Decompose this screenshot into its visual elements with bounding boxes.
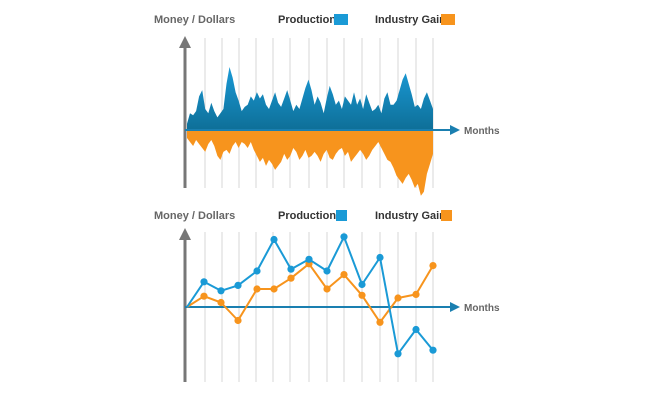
- chart-2-y-label: Money / Dollars: [154, 210, 235, 222]
- chart-2-industry-gain-point: [340, 271, 348, 279]
- chart-2-production-point: [287, 265, 295, 273]
- chart-2-legend: Production Industry Gain: [278, 210, 452, 222]
- chart-2-industry-gain-point: [429, 262, 437, 270]
- chart-2-legend-industry-gain-swatch: [441, 210, 452, 221]
- chart-2-industry-gain-point: [412, 290, 420, 298]
- chart-1: Money / Dollars Months Production Indust…: [154, 14, 500, 196]
- chart-2-production-point: [429, 346, 437, 354]
- chart-1-y-label: Money / Dollars: [154, 14, 235, 26]
- chart-1-legend-production-swatch: [334, 14, 348, 25]
- chart-1-x-axis-arrow: [450, 125, 460, 135]
- chart-2-production-point: [305, 255, 313, 263]
- chart-2-industry-gain-point: [287, 274, 295, 282]
- chart-1-y-axis-arrow: [179, 36, 191, 48]
- chart-2-industry-gain-point: [358, 291, 366, 299]
- chart-2-x-axis-arrow: [450, 302, 460, 312]
- chart-1-legend-industry-gain-label: Industry Gain: [375, 14, 446, 26]
- chart-2-industry-gain-point: [217, 298, 225, 307]
- chart-1-industry-gain-area: [187, 130, 433, 196]
- chart-2-production-point: [323, 267, 331, 275]
- chart-2-industry-gain-point: [253, 285, 261, 293]
- chart-2: Money / Dollars Months Production Indust…: [154, 210, 500, 382]
- chart-2-industry-gain-point: [200, 292, 208, 300]
- chart-2-industry-gain-point: [270, 285, 278, 293]
- chart-2-production-point: [376, 253, 384, 262]
- chart-1-x-label: Months: [464, 126, 500, 137]
- chart-2-industry-gain-point: [234, 316, 242, 325]
- chart-2-production-point: [340, 233, 348, 241]
- chart-2-industry-gain-line: [186, 262, 434, 324]
- chart-2-series: [186, 233, 437, 358]
- chart-2-production-point: [217, 287, 225, 295]
- chart-1-legend-production-label: Production: [278, 14, 336, 26]
- chart-1-legend: Production Industry Gain: [278, 14, 455, 26]
- chart-2-production-point: [394, 350, 402, 358]
- chart-2-production-point: [253, 267, 261, 275]
- chart-2-legend-production-label: Production: [278, 210, 336, 222]
- chart-2-industry-gain-point: [376, 318, 384, 326]
- chart-2-production-point: [234, 281, 242, 289]
- chart-2-legend-industry-gain-label: Industry Gain: [375, 210, 446, 222]
- chart-2-x-label: Months: [464, 303, 500, 314]
- chart-2-production-point: [358, 280, 366, 289]
- chart-2-production-point: [200, 278, 208, 286]
- chart-2-industry-gain-point: [323, 285, 331, 293]
- chart-2-y-axis-arrow: [179, 228, 191, 240]
- chart-1-production-area: [187, 67, 433, 130]
- chart-2-production-point: [270, 235, 278, 244]
- chart-2-industry-gain-point: [394, 294, 402, 302]
- chart-2-legend-production-swatch: [336, 210, 347, 221]
- chart-2-production-point: [412, 325, 420, 334]
- chart-1-legend-industry-gain-swatch: [441, 14, 455, 25]
